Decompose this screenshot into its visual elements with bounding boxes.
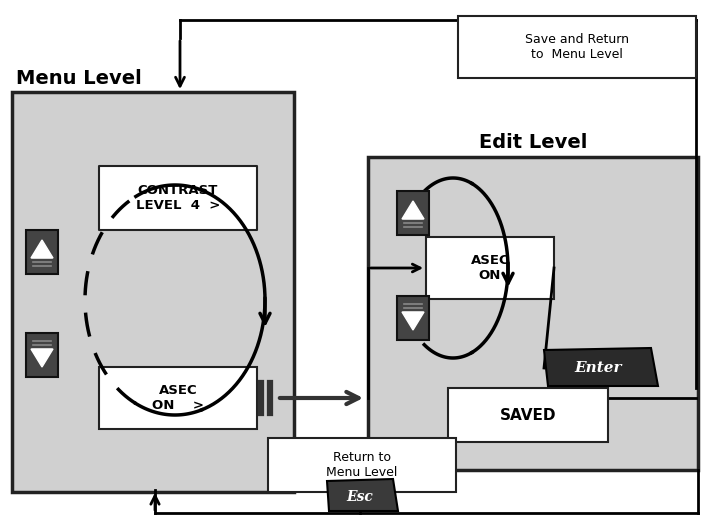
Bar <box>397 296 429 340</box>
Text: Return to
Menu Level: Return to Menu Level <box>327 451 398 479</box>
Polygon shape <box>31 240 53 258</box>
Polygon shape <box>402 201 424 219</box>
Bar <box>368 157 698 470</box>
Bar <box>426 237 554 299</box>
Bar <box>12 92 294 492</box>
Bar <box>268 438 456 492</box>
Polygon shape <box>544 348 658 386</box>
Polygon shape <box>327 479 398 511</box>
Text: Save and Return
to  Menu Level: Save and Return to Menu Level <box>525 33 629 61</box>
Bar <box>99 367 257 429</box>
Text: ASEC
ON    >: ASEC ON > <box>152 384 204 412</box>
Bar <box>26 333 58 377</box>
Text: ASEC
ON: ASEC ON <box>471 254 509 282</box>
Text: SAVED: SAVED <box>500 407 556 423</box>
Bar <box>99 166 257 230</box>
Text: Esc: Esc <box>347 490 374 504</box>
Polygon shape <box>402 312 424 330</box>
Bar <box>397 191 429 235</box>
Bar <box>26 230 58 274</box>
Text: CONTRAST
LEVEL  4  >: CONTRAST LEVEL 4 > <box>135 184 220 212</box>
Text: Menu Level: Menu Level <box>16 69 142 88</box>
Bar <box>458 16 696 78</box>
Bar <box>448 388 608 442</box>
Text: Edit Level: Edit Level <box>479 133 588 152</box>
Polygon shape <box>31 349 53 367</box>
Text: Enter: Enter <box>574 361 622 375</box>
